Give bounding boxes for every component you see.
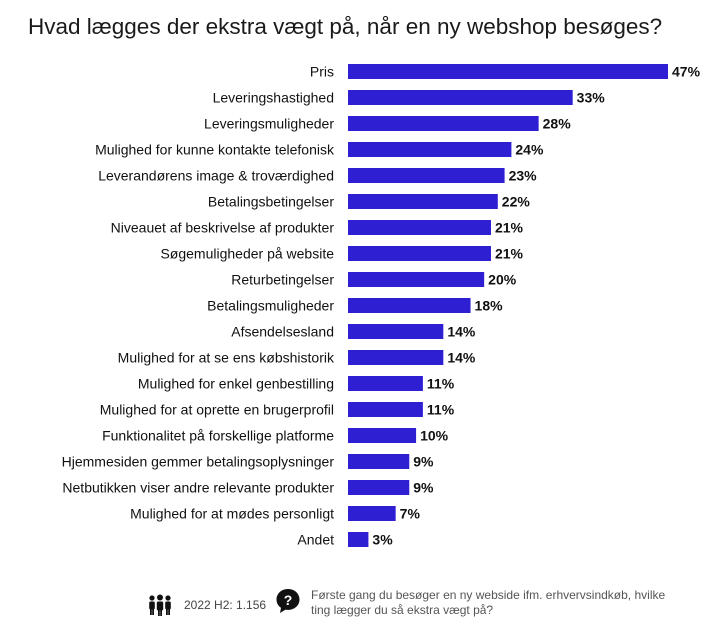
category-label: Leveringshastighed bbox=[213, 90, 334, 106]
bar-chart: Pris 47% Leveringshastighed 33% Leveringsmul… bbox=[62, 64, 701, 548]
value-label: 20% bbox=[488, 272, 517, 288]
sample-size-label: 2022 H2: 1.156 bbox=[184, 598, 267, 612]
value-label: 3% bbox=[372, 532, 393, 548]
value-label: 9% bbox=[413, 480, 434, 496]
bar bbox=[348, 90, 573, 105]
category-label: Betalingsmuligheder bbox=[207, 298, 334, 314]
bar bbox=[348, 116, 539, 131]
bar bbox=[348, 350, 444, 365]
value-label: 9% bbox=[413, 454, 434, 470]
category-label: Pris bbox=[310, 64, 334, 80]
sample-size: 2022 H2: 1.156 bbox=[148, 594, 266, 616]
bar bbox=[348, 532, 369, 547]
bar bbox=[348, 324, 444, 339]
question-text: Første gang du besøger en ny webside ifm… bbox=[311, 588, 666, 617]
category-label: Mulighed for enkel genbestilling bbox=[138, 376, 334, 392]
bar bbox=[348, 402, 423, 417]
bar bbox=[348, 272, 485, 287]
people-icon bbox=[149, 594, 171, 616]
value-label: 18% bbox=[475, 298, 504, 314]
bar bbox=[348, 142, 512, 157]
value-label: 21% bbox=[495, 220, 524, 236]
value-label: 33% bbox=[577, 90, 606, 106]
value-label: 22% bbox=[502, 194, 531, 210]
value-label: 21% bbox=[495, 246, 524, 262]
category-label: Andet bbox=[297, 532, 334, 548]
value-label: 23% bbox=[509, 168, 538, 184]
value-label: 10% bbox=[420, 428, 449, 444]
value-label: 47% bbox=[672, 64, 701, 80]
bar bbox=[348, 428, 417, 443]
question-icon: ? bbox=[276, 589, 300, 613]
value-label: 11% bbox=[427, 376, 455, 392]
bar bbox=[348, 168, 505, 183]
category-label: Leveringsmuligheder bbox=[204, 116, 334, 132]
category-label: Mulighed for at se ens købshistorik bbox=[118, 350, 335, 366]
chart-title: Hvad lægges der ekstra vægt på, når en n… bbox=[28, 14, 663, 39]
category-label: Leverandørens image & troværdighed bbox=[98, 168, 334, 184]
category-label: Returbetingelser bbox=[231, 272, 334, 288]
category-label: Funktionalitet på forskellige platforme bbox=[102, 428, 334, 444]
bar bbox=[348, 298, 471, 313]
value-label: 14% bbox=[447, 350, 476, 366]
category-label: Mulighed for at mødes personligt bbox=[130, 506, 334, 522]
category-label: Mulighed for kunne kontakte telefonisk bbox=[95, 142, 335, 158]
svg-text:?: ? bbox=[284, 592, 293, 608]
bar bbox=[348, 246, 491, 261]
value-label: 7% bbox=[400, 506, 421, 522]
bar bbox=[348, 376, 423, 391]
survey-question: ? Første gang du besøger en ny webside i… bbox=[275, 588, 671, 618]
category-label: Søgemuligheder på website bbox=[160, 246, 334, 262]
category-label: Mulighed for at oprette en brugerprofil bbox=[100, 402, 334, 418]
category-label: Betalingsbetingelser bbox=[208, 194, 334, 210]
value-label: 28% bbox=[543, 116, 572, 132]
category-label: Niveauet af beskrivelse af produkter bbox=[111, 220, 335, 236]
bar bbox=[348, 480, 410, 495]
category-label: Afsendelsesland bbox=[231, 324, 334, 340]
bar bbox=[348, 220, 491, 235]
value-label: 24% bbox=[515, 142, 544, 158]
bar bbox=[348, 454, 410, 469]
bar bbox=[348, 194, 498, 209]
value-label: 14% bbox=[447, 324, 476, 340]
value-label: 11% bbox=[427, 402, 455, 418]
category-label: Netbutikken viser andre relevante produk… bbox=[62, 480, 334, 496]
category-label: Hjemmesiden gemmer betalingsoplysninger bbox=[62, 454, 335, 470]
bar bbox=[348, 506, 396, 521]
bar bbox=[348, 64, 668, 79]
